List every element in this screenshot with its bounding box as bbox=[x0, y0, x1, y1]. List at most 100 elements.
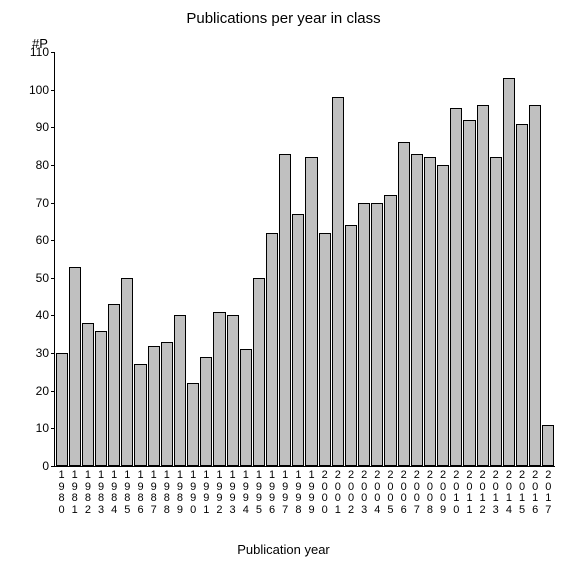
chart-container: Publications per year in class #P 198019… bbox=[0, 0, 567, 567]
bar bbox=[516, 124, 528, 466]
y-tick-mark bbox=[51, 165, 55, 166]
bar bbox=[358, 203, 370, 466]
y-tick-mark bbox=[51, 90, 55, 91]
bar bbox=[529, 105, 541, 466]
bar bbox=[279, 154, 291, 466]
x-tick-label: 1985 bbox=[121, 470, 134, 516]
x-axis-label: Publication year bbox=[0, 542, 567, 557]
x-tick-label: 1980 bbox=[55, 470, 68, 516]
x-tick-label: 2000 bbox=[318, 470, 331, 516]
x-tick-label: 2001 bbox=[331, 470, 344, 516]
y-tick-label: 110 bbox=[19, 45, 55, 59]
bar bbox=[490, 157, 502, 466]
y-tick-mark bbox=[51, 127, 55, 128]
y-tick-label: 40 bbox=[19, 308, 55, 322]
y-tick-label: 20 bbox=[19, 384, 55, 398]
bar bbox=[424, 157, 436, 466]
bar bbox=[121, 278, 133, 466]
x-labels: 1980198119821983198419851986198719881989… bbox=[55, 470, 555, 516]
bar bbox=[56, 353, 68, 466]
x-tick-label: 2015 bbox=[515, 470, 528, 516]
y-tick-mark bbox=[51, 52, 55, 53]
bar bbox=[463, 120, 475, 466]
x-tick-label: 1990 bbox=[187, 470, 200, 516]
x-tick-label: 1989 bbox=[173, 470, 186, 516]
bar bbox=[384, 195, 396, 466]
y-tick-label: 30 bbox=[19, 346, 55, 360]
bar bbox=[450, 108, 462, 466]
chart-title: Publications per year in class bbox=[0, 10, 567, 27]
bar bbox=[95, 331, 107, 466]
y-tick-label: 80 bbox=[19, 158, 55, 172]
x-tick-label: 2007 bbox=[410, 470, 423, 516]
bar bbox=[477, 105, 489, 466]
x-tick-label: 2006 bbox=[397, 470, 410, 516]
bar bbox=[542, 425, 554, 466]
y-tick-label: 0 bbox=[19, 459, 55, 473]
bar bbox=[305, 157, 317, 466]
y-tick-mark bbox=[51, 428, 55, 429]
x-tick-label: 1981 bbox=[68, 470, 81, 516]
bar bbox=[345, 225, 357, 466]
x-tick-label: 2009 bbox=[437, 470, 450, 516]
bar bbox=[227, 315, 239, 466]
y-tick-label: 10 bbox=[19, 421, 55, 435]
bar bbox=[503, 78, 515, 466]
x-tick-label: 1998 bbox=[292, 470, 305, 516]
bar bbox=[398, 142, 410, 466]
bar bbox=[319, 233, 331, 466]
bar bbox=[332, 97, 344, 466]
bar bbox=[411, 154, 423, 466]
plot-area: 1980198119821983198419851986198719881989… bbox=[54, 52, 555, 467]
x-tick-label: 1993 bbox=[226, 470, 239, 516]
x-tick-label: 1996 bbox=[266, 470, 279, 516]
y-tick-label: 60 bbox=[19, 233, 55, 247]
x-tick-label: 1999 bbox=[305, 470, 318, 516]
y-tick-mark bbox=[51, 466, 55, 467]
x-tick-label: 2012 bbox=[476, 470, 489, 516]
x-tick-label: 1994 bbox=[239, 470, 252, 516]
x-tick-label: 1987 bbox=[147, 470, 160, 516]
x-tick-label: 1988 bbox=[160, 470, 173, 516]
x-tick-label: 2002 bbox=[344, 470, 357, 516]
x-tick-label: 1995 bbox=[252, 470, 265, 516]
x-tick-label: 2010 bbox=[450, 470, 463, 516]
y-tick-label: 100 bbox=[19, 83, 55, 97]
x-tick-label: 2005 bbox=[384, 470, 397, 516]
x-tick-label: 2003 bbox=[358, 470, 371, 516]
bar bbox=[69, 267, 81, 466]
y-tick-mark bbox=[51, 391, 55, 392]
y-tick-mark bbox=[51, 315, 55, 316]
y-tick-mark bbox=[51, 240, 55, 241]
bar bbox=[253, 278, 265, 466]
y-tick-label: 50 bbox=[19, 271, 55, 285]
bar bbox=[240, 349, 252, 466]
x-tick-label: 1983 bbox=[94, 470, 107, 516]
x-tick-label: 2008 bbox=[423, 470, 436, 516]
x-tick-label: 2004 bbox=[371, 470, 384, 516]
bar bbox=[187, 383, 199, 466]
y-tick-label: 70 bbox=[19, 196, 55, 210]
x-tick-label: 2016 bbox=[529, 470, 542, 516]
bar bbox=[200, 357, 212, 466]
x-tick-label: 2013 bbox=[489, 470, 502, 516]
bar bbox=[134, 364, 146, 466]
x-tick-label: 2014 bbox=[502, 470, 515, 516]
y-tick-mark bbox=[51, 278, 55, 279]
y-tick-mark bbox=[51, 353, 55, 354]
y-tick-mark bbox=[51, 203, 55, 204]
bar bbox=[108, 304, 120, 466]
bar bbox=[148, 346, 160, 466]
x-tick-label: 2017 bbox=[542, 470, 555, 516]
y-tick-label: 90 bbox=[19, 120, 55, 134]
bar bbox=[213, 312, 225, 466]
bar bbox=[266, 233, 278, 466]
bar bbox=[161, 342, 173, 466]
x-tick-label: 2011 bbox=[463, 470, 476, 516]
bar bbox=[82, 323, 94, 466]
x-tick-label: 1992 bbox=[213, 470, 226, 516]
bar bbox=[371, 203, 383, 466]
bar bbox=[437, 165, 449, 466]
bars-group bbox=[55, 52, 555, 466]
x-tick-label: 1991 bbox=[200, 470, 213, 516]
